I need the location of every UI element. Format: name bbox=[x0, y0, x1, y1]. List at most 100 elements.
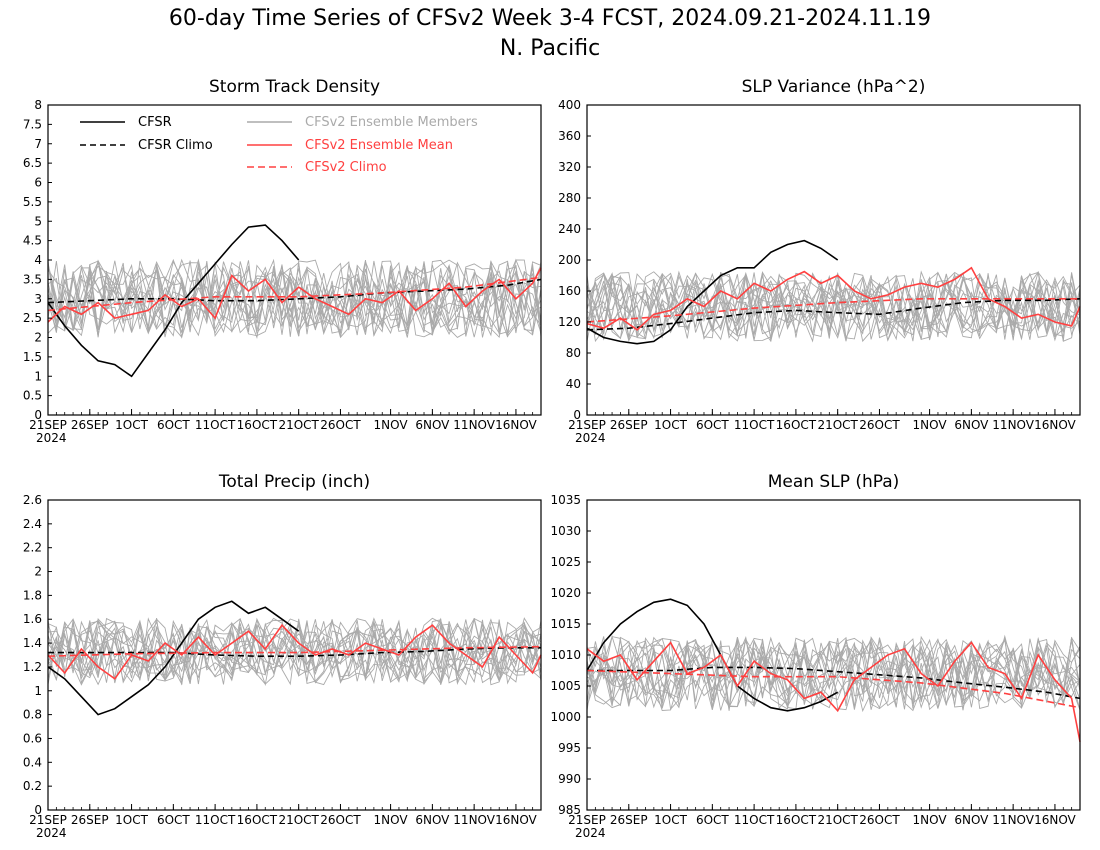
y-tick-label: 0.8 bbox=[23, 708, 42, 722]
ensemble-member-line bbox=[47, 258, 542, 339]
x-tick-label: 1NOV bbox=[913, 418, 948, 432]
legend-label-ens-mean: CFSv2 Ensemble Mean bbox=[305, 138, 453, 153]
series-line-ens-mean bbox=[586, 266, 1081, 331]
ensemble-member-line bbox=[586, 271, 1081, 342]
x-tick-label: 1OCT bbox=[654, 813, 687, 827]
series-line-cfsr bbox=[47, 600, 300, 716]
panel-title: Total Precip (inch) bbox=[218, 472, 370, 492]
x-tick-label: 16NOV bbox=[495, 813, 537, 827]
x-tick-label: 26SEP bbox=[71, 813, 109, 827]
y-tick-label: 3 bbox=[34, 292, 42, 306]
x-tick-label: 16OCT bbox=[237, 813, 278, 827]
x-tick-label: 26SEP bbox=[71, 418, 109, 432]
y-tick-label: 120 bbox=[558, 315, 581, 329]
y-tick-label: 0.4 bbox=[23, 755, 42, 769]
series-line-cfsr-climo bbox=[47, 278, 542, 304]
y-tick-label: 1035 bbox=[550, 493, 581, 507]
y-tick-label: 320 bbox=[558, 160, 581, 174]
ensemble-member-line bbox=[47, 618, 542, 686]
y-tick-label: 6.5 bbox=[23, 156, 42, 170]
x-tick-label: 21SEP bbox=[568, 813, 606, 827]
y-tick-label: 3.5 bbox=[23, 272, 42, 286]
y-tick-label: 985 bbox=[558, 803, 581, 817]
ensemble-member-line bbox=[586, 272, 1081, 340]
x-tick-label: 16OCT bbox=[776, 418, 817, 432]
ensemble-member-line bbox=[47, 259, 542, 338]
plot-frame bbox=[586, 104, 1081, 416]
series-line-cfsv2-climo bbox=[47, 645, 542, 657]
series-line-cfsv2-climo bbox=[47, 276, 542, 312]
x-tick-label: 6NOV bbox=[415, 813, 450, 827]
y-tick-label: 4 bbox=[34, 253, 42, 267]
x-tick-label: 6NOV bbox=[415, 418, 450, 432]
x-tick-label: 11NOV bbox=[453, 813, 495, 827]
legend-label-cfsv2-climo: CFSv2 Climo bbox=[305, 160, 387, 175]
x-tick-label: 6OCT bbox=[696, 813, 729, 827]
x-tick-label: 11OCT bbox=[195, 418, 236, 432]
series-line-ens-mean bbox=[47, 623, 542, 680]
x-tick-label: 21OCT bbox=[278, 813, 319, 827]
ensemble-member-line bbox=[47, 617, 542, 685]
series-line-cfsr bbox=[586, 239, 839, 345]
x-tick-label: 26OCT bbox=[320, 418, 361, 432]
x-tick-label: 1NOV bbox=[913, 813, 948, 827]
panel-title: Mean SLP (hPa) bbox=[768, 472, 900, 492]
y-tick-label: 240 bbox=[558, 222, 581, 236]
x-tick-label: 21SEP bbox=[568, 418, 606, 432]
ensemble-member-line bbox=[586, 637, 1081, 711]
y-tick-label: 1015 bbox=[550, 617, 581, 631]
x-tick-label: 21SEP bbox=[29, 813, 67, 827]
y-tick-label: 1.6 bbox=[23, 612, 42, 626]
y-tick-label: 5.5 bbox=[23, 195, 42, 209]
legend-label-members: CFSv2 Ensemble Members bbox=[305, 115, 478, 130]
x-tick-label: 26OCT bbox=[859, 813, 900, 827]
x-tick-label: 21OCT bbox=[278, 418, 319, 432]
x-tick-label: 26SEP bbox=[610, 813, 648, 827]
y-tick-label: 1.8 bbox=[23, 588, 42, 602]
ensemble-member-line bbox=[586, 270, 1081, 340]
x-tick-label: 26SEP bbox=[610, 418, 648, 432]
ensemble-member-line bbox=[586, 638, 1081, 709]
y-tick-label: 1000 bbox=[550, 710, 581, 724]
series-line-cfsr-climo bbox=[48, 646, 541, 658]
x-tick-label: 11OCT bbox=[734, 418, 775, 432]
series-line-cfsr bbox=[586, 598, 839, 712]
series-line-cfsv2-climo bbox=[586, 297, 1080, 323]
ensemble-member-line bbox=[586, 636, 1081, 710]
y-tick-label: 280 bbox=[558, 191, 581, 205]
y-tick-label: 8 bbox=[34, 98, 42, 112]
x-year-label: 2024 bbox=[575, 431, 606, 445]
y-tick-label: 7 bbox=[34, 137, 42, 151]
y-tick-label: 995 bbox=[558, 741, 581, 755]
x-tick-label: 16NOV bbox=[495, 418, 537, 432]
x-tick-label: 1OCT bbox=[115, 418, 148, 432]
x-tick-label: 21OCT bbox=[817, 418, 858, 432]
x-tick-label: 16OCT bbox=[237, 418, 278, 432]
y-tick-label: 40 bbox=[566, 377, 581, 391]
x-tick-label: 6NOV bbox=[954, 813, 989, 827]
plot-frame bbox=[47, 104, 542, 416]
ensemble-member-line bbox=[586, 271, 1081, 339]
x-year-label: 2024 bbox=[36, 826, 67, 840]
y-tick-label: 0 bbox=[34, 408, 42, 422]
x-tick-label: 11NOV bbox=[453, 418, 495, 432]
y-tick-label: 0.2 bbox=[23, 779, 42, 793]
x-tick-label: 16NOV bbox=[1034, 418, 1076, 432]
y-tick-label: 0 bbox=[34, 803, 42, 817]
x-tick-label: 26OCT bbox=[859, 418, 900, 432]
y-tick-label: 1020 bbox=[550, 586, 581, 600]
y-tick-label: 80 bbox=[566, 346, 581, 360]
ensemble-member-line bbox=[586, 636, 1081, 711]
x-tick-label: 11NOV bbox=[992, 813, 1034, 827]
x-tick-label: 16OCT bbox=[776, 813, 817, 827]
x-tick-label: 11NOV bbox=[992, 418, 1034, 432]
y-tick-label: 990 bbox=[558, 772, 581, 786]
y-tick-label: 200 bbox=[558, 253, 581, 267]
figure-title: 60-day Time Series of CFSv2 Week 3-4 FCS… bbox=[168, 6, 932, 61]
y-tick-label: 1 bbox=[34, 684, 42, 698]
ensemble-member-line bbox=[47, 619, 542, 684]
y-tick-label: 2 bbox=[34, 331, 42, 345]
y-tick-label: 1010 bbox=[550, 648, 581, 662]
ensemble-member-line bbox=[47, 260, 542, 339]
